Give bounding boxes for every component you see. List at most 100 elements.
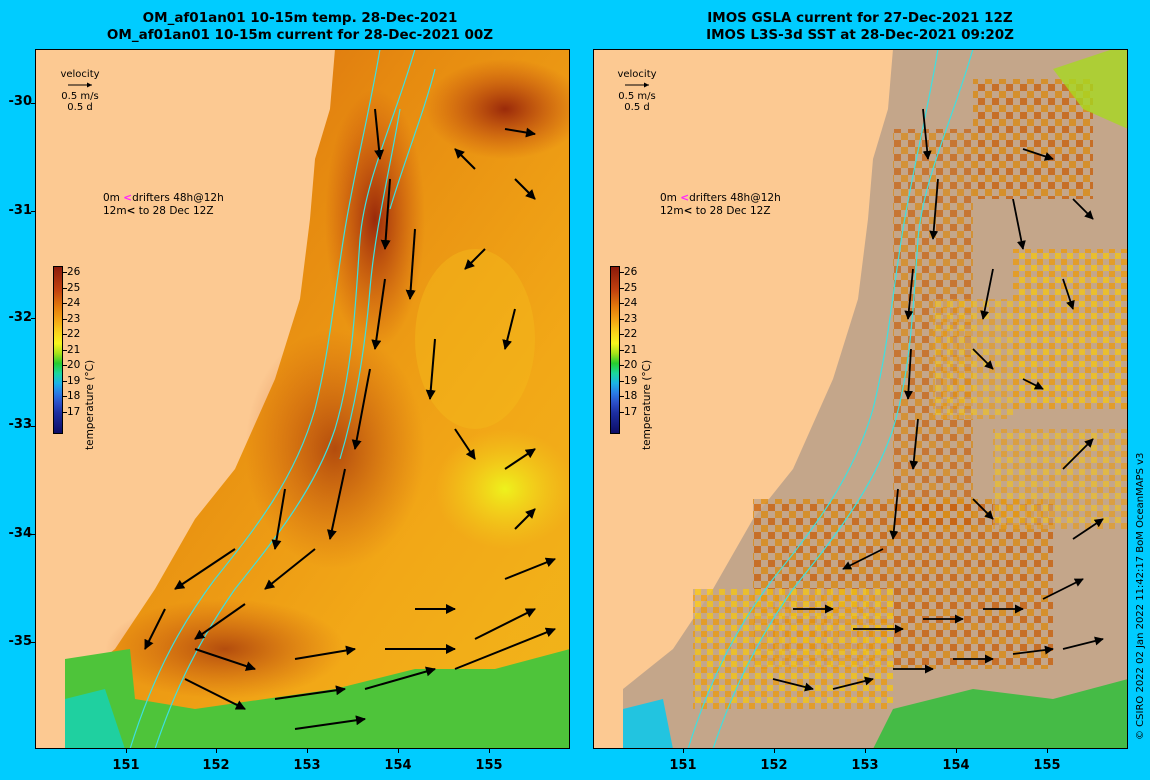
left-isobath-2: [154, 49, 416, 749]
left-drifter-legend: 0m <drifters 48h@12h 12m< to 28 Dec 12Z: [103, 192, 224, 218]
colorbar-tick-label: 26: [624, 266, 638, 278]
velocity-arrow-icon: [68, 82, 92, 88]
right-isobath-1: [687, 49, 939, 749]
right-velocity-legend: velocity 0.5 m/s 0.5 d: [607, 69, 667, 113]
y-tick-label: -32: [8, 310, 33, 325]
left-current-arrows: [144, 108, 556, 730]
colorbar-tick-label: 23: [67, 312, 81, 325]
left-title-line1: OM_af01an01 10-15m temp. 28-Dec-2021: [142, 10, 458, 26]
colorbar-tick-mark: [620, 365, 624, 366]
colorbar-tick-mark: [63, 303, 67, 304]
colorbar-tick-mark: [620, 318, 624, 320]
colorbar-tick-label: 23: [624, 312, 638, 325]
colorbar-tick-label: 17: [624, 405, 638, 418]
drifter-depth-0: 0m: [103, 192, 120, 204]
colorbar-tick-mark: [63, 287, 67, 289]
left-title-line2: OM_af01an01 10-15m current for 28-Dec-20…: [106, 27, 494, 43]
drifter-0m-arrow-icon: <: [680, 192, 690, 204]
colorbar-tick-mark: [620, 396, 624, 397]
x-tick-label: 153: [851, 758, 879, 773]
colorbar-tick-label: 20: [624, 359, 638, 371]
right-title-line1: IMOS GSLA current for 27-Dec-2021 12Z: [707, 10, 1013, 26]
colorbar-tick-mark: [620, 334, 624, 335]
x-tick-label: 152: [202, 758, 230, 773]
colorbar-tick-mark: [620, 272, 624, 273]
y-tick-label: -35: [8, 634, 33, 649]
right-title-line2: IMOS L3S-3d SST at 28-Dec-2021 09:20Z: [706, 27, 1014, 43]
drifter-line2: to 28 Dec 12Z: [695, 205, 771, 217]
drifter-depth-12: 12m: [660, 205, 684, 217]
colorbar-tick-mark: [620, 287, 624, 289]
drifter-line2: to 28 Dec 12Z: [138, 205, 214, 217]
right-colorbar: [610, 266, 620, 434]
right-current-arrows: [772, 108, 1104, 692]
x-tick-label: 155: [1033, 758, 1061, 773]
right-map-panel: [593, 49, 1128, 749]
colorbar-tick-label: 21: [67, 343, 81, 356]
colorbar-tick-label: 19: [624, 374, 638, 387]
colorbar-tick-mark: [620, 303, 624, 304]
right-colorbar-title: temperature (°C): [641, 359, 653, 450]
drifter-line1: drifters 48h@12h: [132, 192, 224, 204]
right-isobath-2: [712, 49, 974, 749]
right-map-canvas: [623, 49, 1128, 749]
y-tick-label: -31: [8, 203, 33, 218]
colorbar-tick-mark: [63, 380, 67, 382]
velocity-label: velocity: [617, 69, 657, 80]
drifter-12m-arrow-icon: <: [683, 205, 693, 217]
left-colorbar-title: temperature (°C): [84, 359, 96, 450]
colorbar-tick-mark: [620, 380, 624, 382]
x-tick-label: 151: [112, 758, 140, 773]
colorbar-tick-label: 24: [67, 297, 81, 309]
y-tick-label: -34: [8, 526, 33, 541]
drifter-depth-0: 0m: [660, 192, 677, 204]
x-tick-label: 152: [760, 758, 788, 773]
colorbar-tick-label: 18: [67, 390, 81, 402]
drifter-line1: drifters 48h@12h: [689, 192, 781, 204]
left-isobath-1: [129, 49, 381, 749]
left-map-title: OM_af01an01 10-15m temp. 28-Dec-2021 OM_…: [20, 10, 580, 44]
right-drifter-legend: 0m <drifters 48h@12h 12m< to 28 Dec 12Z: [660, 192, 781, 218]
colorbar-tick-mark: [63, 334, 67, 335]
colorbar-tick-label: 22: [624, 328, 638, 340]
colorbar-tick-mark: [63, 349, 67, 351]
velocity-time: 0.5 d: [624, 102, 650, 113]
right-cool-water: [873, 679, 1128, 749]
velocity-speed: 0.5 m/s: [618, 91, 656, 102]
colorbar-tick-label: 21: [624, 343, 638, 356]
colorbar-tick-label: 20: [67, 359, 81, 371]
velocity-speed: 0.5 m/s: [61, 91, 99, 102]
right-map-title: IMOS GSLA current for 27-Dec-2021 12Z IM…: [580, 10, 1140, 44]
x-tick-label: 154: [384, 758, 412, 773]
colorbar-tick-mark: [63, 396, 67, 397]
left-map-panel: [35, 49, 570, 749]
velocity-arrow-icon: [625, 82, 649, 88]
x-tick-label: 154: [942, 758, 970, 773]
left-map-canvas: [65, 49, 570, 749]
colorbar-tick-label: 25: [67, 281, 81, 294]
x-tick-label: 153: [293, 758, 321, 773]
colorbar-tick-label: 25: [624, 281, 638, 294]
x-tick-label: 155: [475, 758, 503, 773]
colorbar-tick-label: 22: [67, 328, 81, 340]
x-tick-label: 151: [669, 758, 697, 773]
colorbar-tick-label: 19: [67, 374, 81, 387]
colorbar-tick-mark: [620, 411, 624, 413]
drifter-depth-12: 12m: [103, 205, 127, 217]
drifter-0m-arrow-icon: <: [123, 192, 133, 204]
colorbar-tick-mark: [620, 349, 624, 351]
colorbar-tick-label: 17: [67, 405, 81, 418]
left-colorbar: [53, 266, 63, 434]
velocity-label: velocity: [60, 69, 100, 80]
left-cool-water: [65, 649, 570, 749]
colorbar-tick-mark: [63, 365, 67, 366]
colorbar-tick-label: 26: [67, 266, 81, 278]
velocity-time: 0.5 d: [67, 102, 93, 113]
drifter-12m-arrow-icon: <: [126, 205, 136, 217]
y-tick-label: -30: [8, 94, 33, 109]
colorbar-tick-mark: [63, 272, 67, 273]
colorbar-tick-label: 24: [624, 297, 638, 309]
credit-text: © CSIRO 2022 02 Jan 2022 11:42:17 BoM Oc…: [1135, 452, 1146, 740]
left-velocity-legend: velocity 0.5 m/s 0.5 d: [50, 69, 110, 113]
y-tick-label: -33: [8, 417, 33, 432]
